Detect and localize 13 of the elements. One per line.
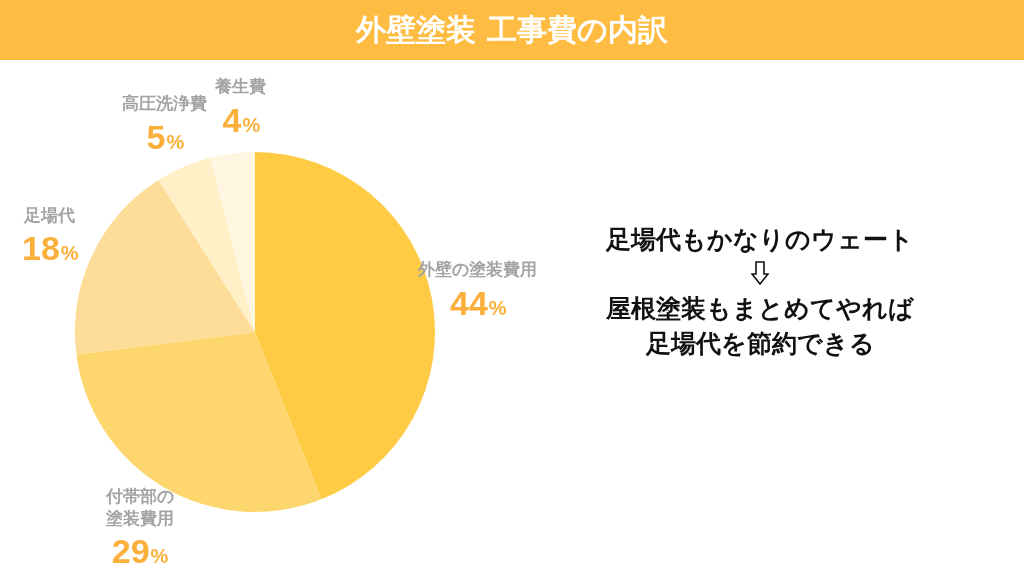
slice-label: 付帯部の塗装費用 bbox=[104, 485, 174, 528]
data-label: 18% bbox=[21, 229, 79, 268]
text: 屋根塗装もまとめてやれば bbox=[606, 293, 914, 325]
text: 足場代もかなりのウェート bbox=[606, 224, 914, 256]
chart-title: 外壁塗装 工事費の内訳 bbox=[0, 0, 1024, 60]
data-label: 4% bbox=[222, 100, 261, 139]
data-label: 44% bbox=[449, 283, 507, 322]
data-label: 5% bbox=[146, 117, 185, 156]
data-label: 29% bbox=[111, 532, 169, 571]
slice-label: 高圧洗浄費 bbox=[122, 93, 208, 114]
slice-label: 養生費 bbox=[214, 76, 267, 97]
slice-label: 足場代 bbox=[23, 204, 76, 225]
text: 足場代を節約できる bbox=[645, 328, 875, 360]
